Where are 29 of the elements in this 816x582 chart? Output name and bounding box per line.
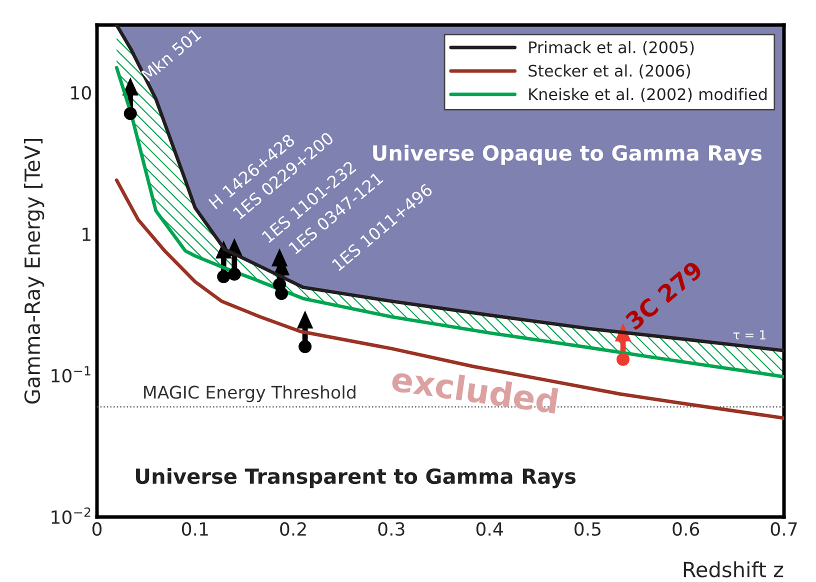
annotation: excluded	[391, 365, 558, 414]
x-tick-label: 0.1	[182, 522, 208, 536]
point	[275, 286, 288, 300]
y-tick-label: 1	[82, 228, 90, 241]
x-tick-label: 0.7	[770, 522, 797, 536]
y-axis-title: Gamma-Ray Energy [TeV]	[24, 139, 44, 404]
x-axis-title: Redshift z	[684, 561, 784, 578]
point	[228, 268, 241, 281]
x-tick-label: 0.5	[574, 522, 600, 536]
y-tick-label: 10$^{−1}$	[52, 366, 90, 382]
legend-label: Primack et al. (2005)	[529, 40, 694, 56]
annotation: Universe Transparent to Gamma Rays	[136, 468, 576, 488]
annotation: Mkn 501	[140, 28, 202, 82]
point	[124, 107, 137, 120]
x-tick-label: 0.3	[378, 522, 404, 536]
y-tick-label: 10	[71, 86, 91, 100]
ref-line-label: MAGIC Energy Threshold	[144, 385, 356, 402]
annotation: Universe Opaque to Gamma Rays	[373, 144, 762, 166]
y-tick-label: 10$^{−2}$	[52, 507, 90, 524]
point	[298, 340, 312, 354]
legend-label: Kneiske et al. (2002) modified	[529, 88, 767, 102]
x-tick-label: 0	[92, 522, 102, 536]
x-tick-label: 0.6	[672, 522, 700, 536]
x-tick-label: 0.2	[280, 522, 306, 536]
legend-label: Stecker et al. (2006)	[528, 64, 690, 79]
annotation: τ = 1	[733, 330, 766, 340]
point	[616, 352, 630, 366]
point	[217, 270, 230, 284]
x-tick-label: 0.4	[476, 522, 503, 536]
